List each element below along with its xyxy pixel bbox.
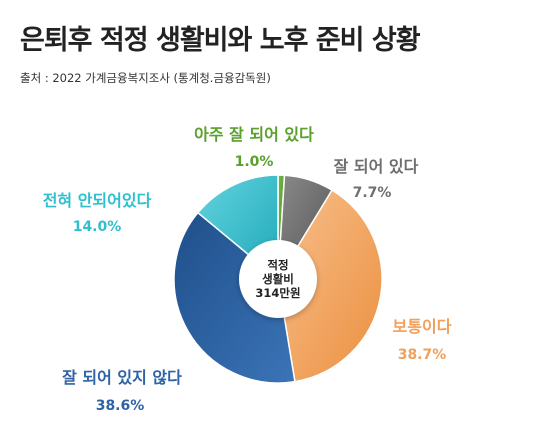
chart-title: 은퇴후 적정 생활비와 노후 준비 상황 [20, 25, 421, 56]
slice-value-well: 7.7% [353, 185, 392, 201]
slice-value-very-well: 1.0% [235, 154, 274, 170]
pie-slice-not-well [173, 211, 296, 384]
center-label-line: 적정 [267, 258, 288, 272]
slice-value-not-at-all: 14.0% [73, 219, 122, 235]
slice-label-not-at-all: 전혀 안되어있다 [43, 191, 152, 210]
donut-center [239, 240, 317, 318]
slice-label-very-well: 아주 잘 되어 있다 [194, 125, 314, 144]
slice-label-not-well: 잘 되어 있지 않다 [62, 368, 182, 387]
slice-label-well: 잘 되어 있다 [334, 157, 419, 176]
chart-source: 출처 : 2022 가계금융복지조사 (통계청.금융감독원) [20, 71, 271, 85]
center-label-line: 생활비 [262, 272, 294, 286]
slice-value-average: 38.7% [398, 347, 447, 363]
slice-label-average: 보통이다 [393, 317, 452, 336]
slice-value-not-well: 38.6% [96, 398, 145, 414]
center-label-line: 314만원 [255, 286, 300, 300]
pie-slice-average [277, 189, 383, 383]
